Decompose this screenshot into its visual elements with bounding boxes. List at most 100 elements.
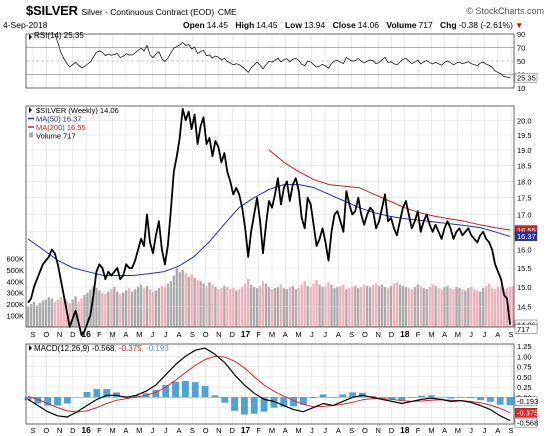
volume-bar xyxy=(264,283,268,327)
volume-bar xyxy=(440,289,443,327)
volume-value: 717 xyxy=(418,20,433,30)
high-value: 14.45 xyxy=(256,20,278,30)
volume-bar xyxy=(428,287,431,327)
price-legend-entry: MA(50) 16.37 xyxy=(36,115,81,124)
macd-histogram-bar xyxy=(467,397,475,399)
volume-bar xyxy=(407,288,411,327)
price-line xyxy=(27,107,511,337)
volume-bar xyxy=(285,289,289,327)
macd-legend-part: , -0.375 xyxy=(114,344,142,353)
macd-histogram-bar xyxy=(240,397,248,415)
macd-histogram-bar xyxy=(172,381,179,398)
macd-histogram-bar xyxy=(408,397,416,398)
volume-bar xyxy=(383,287,387,327)
price-tick-label: 14.5 xyxy=(517,303,532,312)
x-tick-label-bottom: A xyxy=(177,426,182,435)
x-tick-label-bottom: S xyxy=(190,426,195,435)
macd-last-value-box xyxy=(514,396,538,406)
down-arrow-icon: ▼ xyxy=(515,21,524,30)
x-tick-label-bottom: D xyxy=(70,426,76,435)
volume-bar xyxy=(470,287,473,327)
macd-histogram-bar xyxy=(378,397,386,399)
macd-histogram-bar xyxy=(309,397,317,399)
volume-bar xyxy=(181,269,184,327)
x-tick-label: J xyxy=(323,330,327,339)
macd-histogram-bar xyxy=(83,392,91,398)
x-tick-label: M xyxy=(269,330,275,339)
x-tick-label-bottom: A xyxy=(495,426,500,435)
volume-tick-label: 300K xyxy=(6,289,24,298)
x-tick-label: F xyxy=(97,330,102,339)
macd-legend-part: , -0.193 xyxy=(142,344,170,353)
volume-bar xyxy=(360,287,363,327)
volume-bar xyxy=(59,297,62,327)
volume-bar xyxy=(252,287,256,327)
volume-bar xyxy=(163,287,167,327)
volume-bar xyxy=(476,290,479,327)
volume-bar xyxy=(374,283,378,327)
volume-bar xyxy=(199,281,202,327)
x-tick-label-bottom: A xyxy=(283,426,288,435)
macd-histogram-bar xyxy=(191,382,199,398)
rsi-tick-label: 70 xyxy=(517,44,525,53)
price-tick-label: 18.5 xyxy=(517,161,532,170)
volume-bar xyxy=(184,273,187,327)
price-tick-label: 19.0 xyxy=(517,146,532,155)
ma200-line xyxy=(268,149,511,231)
macd-histogram-bar xyxy=(54,397,61,406)
x-tick-label: M xyxy=(295,330,301,339)
macd-panel-frame xyxy=(25,343,515,425)
volume-last-value: 717 xyxy=(517,325,530,334)
volume-bar xyxy=(261,281,265,327)
description: Silver - Continuous Contract (EOD) xyxy=(81,7,215,17)
price-tick-label: 18.0 xyxy=(517,177,532,186)
volume-bar xyxy=(89,289,92,327)
x-tick-label: S xyxy=(508,330,513,339)
x-tick-label-bottom: N xyxy=(216,426,221,435)
change-value: -0.38 (-2.61%) xyxy=(458,20,513,30)
volume-bar xyxy=(154,290,158,327)
x-tick-label: N xyxy=(57,330,62,339)
macd-histogram-bar xyxy=(270,397,278,408)
volume-bar xyxy=(312,283,315,327)
volume-bar xyxy=(443,287,446,327)
volume-bar xyxy=(166,283,170,327)
rsi-last-value: 25.35 xyxy=(517,73,536,82)
volume-bar xyxy=(315,280,318,327)
macd-tick-label: 0.25 xyxy=(517,383,532,392)
volume-bar xyxy=(249,284,253,327)
x-tick-label-bottom: J xyxy=(469,426,473,435)
x-tick-label: N xyxy=(376,330,381,339)
price-tick-label: 16.0 xyxy=(517,246,532,255)
volume-bar xyxy=(238,289,241,327)
x-tick-label: F xyxy=(256,330,261,339)
volume-bar xyxy=(214,287,217,327)
x-tick-label-bottom: A xyxy=(123,426,128,435)
macd-histogram-bar xyxy=(152,389,160,398)
x-tick-label-bottom: 16 xyxy=(81,425,91,435)
volume-bar xyxy=(41,300,45,327)
macd-last-value: -0.193 xyxy=(517,397,538,406)
macd-histogram-bar xyxy=(73,396,81,398)
open-label: Open xyxy=(183,20,205,30)
x-tick-label-bottom: 17 xyxy=(241,425,251,435)
x-tick-label-bottom: M xyxy=(295,426,301,435)
volume-bar xyxy=(235,290,238,327)
x-tick-label-bottom: J xyxy=(323,426,327,435)
x-tick-label: 17 xyxy=(241,329,251,339)
price-legend-entry: $SILVER (Weekly) 14.06 xyxy=(36,106,119,115)
x-tick-label: A xyxy=(336,330,341,339)
volume-bar xyxy=(169,281,172,327)
volume-bar xyxy=(502,289,506,327)
volume-bar xyxy=(83,295,86,327)
volume-bar xyxy=(279,284,283,327)
macd-histogram-bar xyxy=(339,394,347,398)
volume-bar xyxy=(348,288,351,327)
rsi-tick-label: 90 xyxy=(517,30,525,39)
volume-bar xyxy=(422,288,425,327)
volume-bar xyxy=(345,289,348,327)
x-tick-label-bottom: M xyxy=(455,426,461,435)
volume-bar xyxy=(318,284,321,327)
volume-bar xyxy=(107,291,110,327)
close-label: Close xyxy=(332,20,356,30)
